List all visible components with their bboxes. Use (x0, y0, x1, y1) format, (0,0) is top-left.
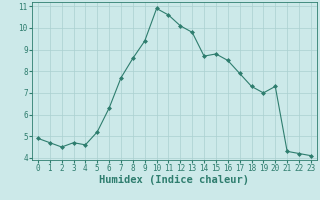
X-axis label: Humidex (Indice chaleur): Humidex (Indice chaleur) (100, 175, 249, 185)
